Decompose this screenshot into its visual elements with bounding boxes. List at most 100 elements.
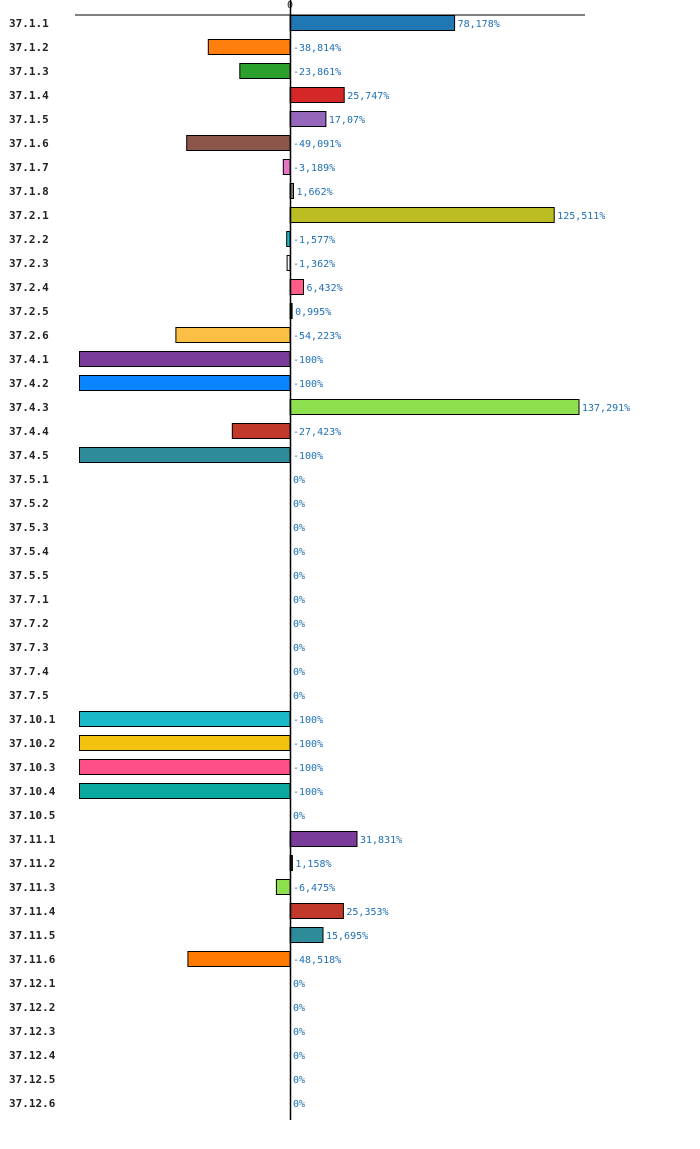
value-label: -48,518% [293,955,341,966]
value-label: 1,662% [297,187,333,198]
value-label: -100% [293,451,323,462]
bar-37.2.3 [286,255,291,271]
category-label: 37.4.2 [9,377,49,390]
bar-37.11.6 [187,951,291,967]
category-label: 37.2.3 [9,257,49,270]
category-label: 37.11.6 [9,953,56,966]
value-label: 31,831% [360,835,402,846]
category-label: 37.11.5 [9,929,55,942]
value-label: 0% [293,1027,305,1038]
category-label: 37.5.2 [9,497,49,510]
bar-37.4.4 [231,423,291,439]
bar-37.11.3 [275,879,291,895]
value-label: 0% [293,499,305,510]
value-label: -100% [293,355,323,366]
value-label: -49,091% [293,139,341,150]
value-label: 0% [293,979,305,990]
bar-37.10.4 [79,783,291,799]
category-label: 37.11.1 [9,833,56,846]
value-label: 0% [293,1099,305,1110]
value-label: -3,189% [293,163,335,174]
bar-37.1.3 [239,63,291,79]
bar-37.1.4 [289,87,345,103]
category-label: 37.12.5 [9,1073,55,1086]
value-label: 0% [293,1051,305,1062]
value-label: 0,995% [295,307,331,318]
bar-37.1.7 [282,159,291,175]
value-label: 25,747% [347,91,389,102]
bar-37.2.2 [286,231,291,247]
value-label: -100% [293,787,323,798]
value-label: 0% [293,1075,305,1086]
bar-37.1.2 [207,39,291,55]
value-label: 0% [293,571,305,582]
value-label: 0% [293,619,305,630]
category-label: 37.4.3 [9,401,49,414]
value-label: -1,577% [293,235,335,246]
category-label: 37.2.6 [9,329,49,342]
value-label: 0% [293,811,305,822]
category-label: 37.7.3 [9,641,49,654]
bar-37.10.3 [79,759,291,775]
value-label: 15,695% [326,931,368,942]
value-label: 0% [293,643,305,654]
category-label: 37.1.8 [9,185,49,198]
bar-37.11.5 [289,927,324,943]
category-label: 37.2.1 [9,209,49,222]
category-label: 37.1.5 [9,113,49,126]
category-label: 37.11.4 [9,905,56,918]
bar-37.1.1 [289,15,456,31]
value-label: 25,353% [346,907,388,918]
bar-37.4.2 [79,375,291,391]
category-label: 37.1.2 [9,41,49,54]
value-label: -54,223% [293,331,341,342]
category-label: 37.4.5 [9,449,49,462]
category-label: 37.10.3 [9,761,55,774]
value-label: -100% [293,379,323,390]
value-label: -23,861% [293,67,341,78]
category-label: 37.10.1 [9,713,56,726]
category-label: 37.7.4 [9,665,49,678]
bar-37.2.1 [289,207,555,223]
value-label: 0% [293,595,305,606]
bar-37.4.5 [79,447,291,463]
value-label: 0% [293,475,305,486]
value-label: 0% [293,1003,305,1014]
bar-37.4.1 [79,351,291,367]
category-label: 37.4.1 [9,353,49,366]
value-label: 0% [293,547,305,558]
category-label: 37.7.2 [9,617,49,630]
category-label: 37.12.1 [9,977,56,990]
category-label: 37.7.1 [9,593,49,606]
category-label: 37.1.4 [9,89,49,102]
bar-37.4.3 [289,399,580,415]
category-label: 37.10.4 [9,785,56,798]
category-label: 37.5.4 [9,545,49,558]
bar-37.2.4 [289,279,304,295]
category-label: 37.12.2 [9,1001,55,1014]
bar-37.10.2 [79,735,291,751]
category-label: 37.10.2 [9,737,55,750]
category-label: 37.12.6 [9,1097,56,1110]
value-label: 6,432% [307,283,343,294]
category-label: 37.5.1 [9,473,49,486]
category-label: 37.2.5 [9,305,49,318]
category-label: 37.12.3 [9,1025,55,1038]
category-label: 37.10.5 [9,809,55,822]
value-label: 0% [293,667,305,678]
bar-37.1.5 [289,111,327,127]
bar-37.11.4 [289,903,344,919]
value-label: 17,07% [329,115,365,126]
value-label: -100% [293,763,323,774]
value-label: 137,291% [582,403,630,414]
value-label: 78,178% [458,19,500,30]
category-label: 37.1.7 [9,161,49,174]
category-label: 37.2.2 [9,233,49,246]
value-label: -6,475% [293,883,335,894]
value-label: 0% [293,523,305,534]
bar-37.10.1 [79,711,291,727]
category-label: 37.1.3 [9,65,49,78]
value-label: -100% [293,739,323,750]
value-label: 125,511% [557,211,605,222]
category-label: 37.11.2 [9,857,55,870]
